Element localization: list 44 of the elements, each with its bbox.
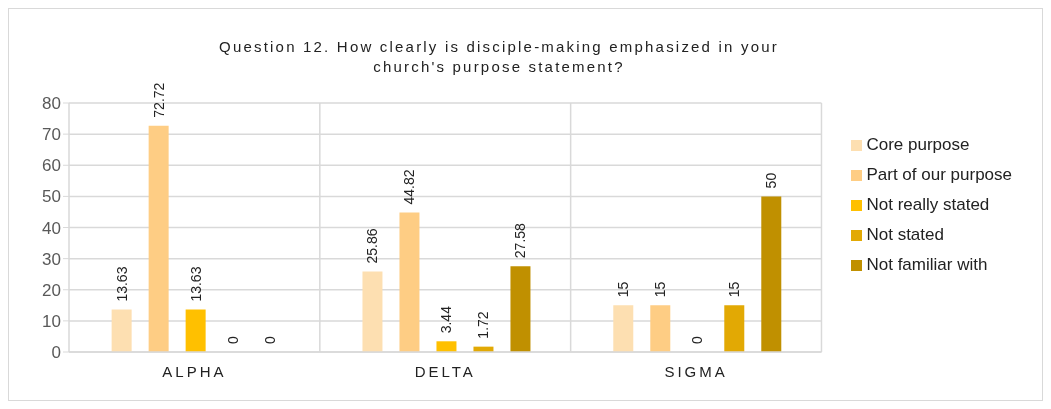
data-label: 0 [261, 335, 278, 344]
data-label: 0 [224, 335, 241, 344]
bar [399, 212, 420, 352]
legend-label: Not really stated [866, 194, 990, 214]
y-tick-label: 10 [42, 311, 61, 331]
legend-label: Part of our purpose [866, 164, 1012, 184]
chart-title: Question 12. How clearly is disciple-making emphasized in your church's purpose statement? [218, 37, 780, 77]
y-tick-label: 40 [42, 218, 61, 238]
legend-label: Not familiar with [866, 254, 988, 274]
data-label: 50 [763, 172, 780, 189]
x-tick-label: ALPHA [162, 362, 227, 380]
bar [148, 125, 169, 352]
data-label: 0 [689, 335, 706, 344]
data-label: 13.63 [187, 266, 204, 302]
bar [724, 305, 745, 352]
y-tick-label: 60 [42, 156, 61, 176]
bar [111, 309, 132, 352]
data-label: 15 [652, 281, 669, 298]
y-tick-label: 70 [42, 125, 61, 145]
data-label: 25.86 [364, 228, 381, 264]
bar [185, 309, 206, 352]
y-tick-label: 0 [51, 343, 61, 363]
bar [510, 266, 531, 352]
y-tick-label: 30 [42, 249, 61, 269]
data-label: 13.63 [113, 266, 130, 302]
bar [436, 341, 457, 352]
bar [650, 305, 671, 352]
data-label: 44.82 [401, 169, 418, 205]
bar [761, 196, 782, 352]
bar [362, 271, 383, 352]
x-tick-label: DELTA [414, 362, 476, 380]
legend-label: Not stated [866, 224, 944, 244]
data-label: 1.72 [475, 311, 492, 339]
y-tick-label: 80 [42, 94, 61, 114]
legend-label: Core purpose [866, 134, 970, 154]
y-tick-label: 50 [42, 187, 61, 207]
data-label: 72.72 [150, 82, 167, 118]
data-label: 15 [726, 281, 743, 298]
bar [613, 305, 634, 352]
x-tick-label: SIGMA [664, 362, 728, 380]
y-tick-label: 20 [42, 280, 61, 300]
data-label: 15 [615, 281, 632, 298]
data-label: 27.58 [512, 222, 529, 259]
data-label: 3.44 [438, 305, 455, 334]
